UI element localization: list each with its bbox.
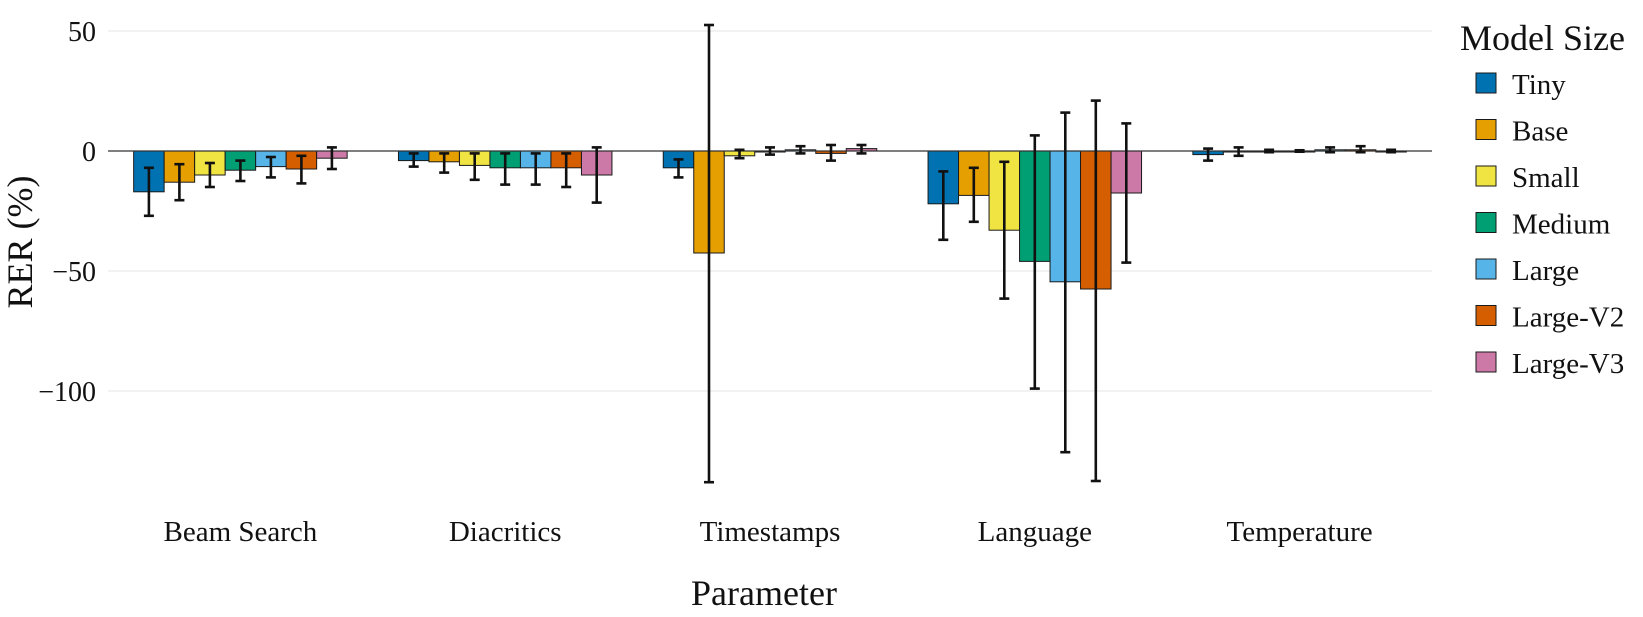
error-bar xyxy=(1355,144,1366,154)
legend-swatch xyxy=(1475,119,1497,140)
legend-label: Base xyxy=(1512,116,1568,148)
error-bar xyxy=(591,146,602,204)
error-bar xyxy=(1325,146,1336,154)
error-bar xyxy=(204,161,215,189)
legend-items: Tiny Base Small Medium Large Large-V2 Large-V3 xyxy=(1475,69,1624,380)
y-axis-ticks: 50 0 −50 −100 xyxy=(38,17,96,408)
legend-item: Large-V3 xyxy=(1475,348,1624,380)
error-bar xyxy=(500,152,511,186)
error-bar xyxy=(469,152,480,182)
error-bar xyxy=(530,152,541,186)
error-bar xyxy=(765,146,775,156)
error-bar xyxy=(734,148,745,160)
error-bar xyxy=(1203,147,1214,162)
error-bar xyxy=(265,155,276,179)
error-bar xyxy=(968,166,979,224)
error-bar xyxy=(1029,134,1040,390)
legend-swatch xyxy=(1475,258,1497,280)
x-category-label: Language xyxy=(978,516,1092,548)
legend-swatch xyxy=(1475,305,1497,326)
legend-swatch xyxy=(1475,72,1497,94)
x-category-label: Diacritics xyxy=(449,516,562,548)
legend-item: Tiny xyxy=(1475,69,1566,101)
error-bar xyxy=(1386,148,1397,154)
y-tick-label: 0 xyxy=(82,137,96,168)
legend-label: Large-V2 xyxy=(1512,302,1624,334)
legend-label: Medium xyxy=(1512,209,1611,241)
legend-swatch xyxy=(1475,351,1497,373)
error-bar xyxy=(704,23,714,484)
error-bar xyxy=(826,143,836,162)
y-tick-label: −100 xyxy=(38,377,96,408)
bars xyxy=(133,148,1407,290)
x-category-label: Timestamps xyxy=(700,516,841,548)
error-bar xyxy=(1121,122,1132,264)
x-axis-title: Parameter xyxy=(691,573,837,613)
error-bar xyxy=(326,146,337,171)
y-tick-label: 50 xyxy=(68,17,96,48)
error-bar xyxy=(174,162,185,202)
error-bar xyxy=(1294,148,1305,154)
legend-item: Large-V2 xyxy=(1475,302,1624,334)
legend: Model Size Tiny Base Small Medium Large Large… xyxy=(1460,18,1625,380)
y-axis-title: RER (%) xyxy=(0,176,40,309)
error-bar xyxy=(408,152,419,168)
error-bar xyxy=(1264,148,1275,154)
legend-item: Small xyxy=(1475,162,1580,194)
x-axis-categories: Beam Search Diacritics Timestamps Language T… xyxy=(164,516,1373,548)
legend-label: Large xyxy=(1512,255,1579,287)
error-bar xyxy=(856,143,867,155)
error-bar xyxy=(1060,111,1071,454)
error-bar xyxy=(235,159,246,183)
x-category-label: Temperature xyxy=(1227,516,1373,548)
error-bar xyxy=(296,154,307,185)
error-bar xyxy=(561,152,572,189)
legend-item: Large xyxy=(1475,255,1579,287)
legend-swatch xyxy=(1475,212,1497,233)
error-bar xyxy=(673,158,684,179)
legend-swatch xyxy=(1475,165,1497,187)
error-bar xyxy=(795,144,806,155)
y-tick-label: −50 xyxy=(52,257,96,288)
legend-label: Tiny xyxy=(1512,69,1566,101)
error-bar xyxy=(999,160,1010,300)
gridlines xyxy=(108,30,1432,392)
error-bar xyxy=(143,166,154,218)
error-bar xyxy=(1090,99,1101,483)
legend-item: Base xyxy=(1475,116,1568,148)
legend-item: Medium xyxy=(1475,209,1611,241)
legend-label: Large-V3 xyxy=(1512,348,1624,380)
legend-title: Model Size xyxy=(1460,18,1625,58)
x-category-label: Beam Search xyxy=(164,516,318,548)
error-bars xyxy=(143,23,1397,484)
legend-label: Small xyxy=(1512,162,1580,194)
error-bar xyxy=(1233,146,1244,158)
error-bar xyxy=(439,152,450,174)
error-bar xyxy=(938,170,949,242)
